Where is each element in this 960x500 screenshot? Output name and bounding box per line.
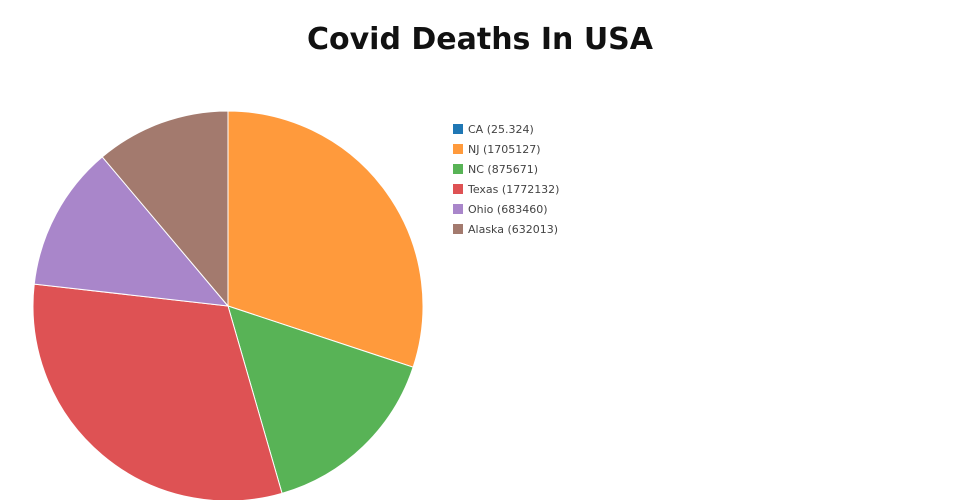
pie-slice-5[interactable] (101, 110, 229, 308)
pie-slice-1[interactable] (227, 110, 424, 368)
legend-swatch (453, 164, 463, 174)
legend-item-3[interactable]: Texas (1772132) (453, 179, 559, 199)
legend-swatch (453, 224, 463, 234)
pie-slice-2[interactable] (227, 305, 414, 494)
legend-swatch (453, 184, 463, 194)
legend-item-0[interactable]: CA (25.324) (453, 119, 559, 139)
legend-label: Alaska (632013) (468, 222, 559, 236)
legend-swatch (453, 204, 463, 214)
legend-item-4[interactable]: Ohio (683460) (453, 199, 559, 219)
pie-slice-3[interactable] (32, 283, 283, 500)
legend-item-1[interactable]: NJ (1705127) (453, 139, 559, 159)
legend-item-2[interactable]: NC (875671) (453, 159, 559, 179)
legend-swatch (453, 124, 463, 134)
chart-title: Covid Deaths In USA (306, 22, 654, 57)
legend-swatch (453, 144, 463, 154)
legend-label: CA (25.324) (468, 122, 534, 136)
legend-label: NJ (1705127) (468, 142, 541, 156)
legend-label: Texas (1772132) (468, 182, 560, 196)
legend-item-5[interactable]: Alaska (632013) (453, 219, 559, 239)
pie-slice-4[interactable] (33, 156, 230, 307)
legend-label: NC (875671) (468, 162, 538, 176)
legend: CA (25.324) NJ (1705127) NC (875671) Texas … (453, 119, 559, 239)
legend-label: Ohio (683460) (468, 202, 548, 216)
